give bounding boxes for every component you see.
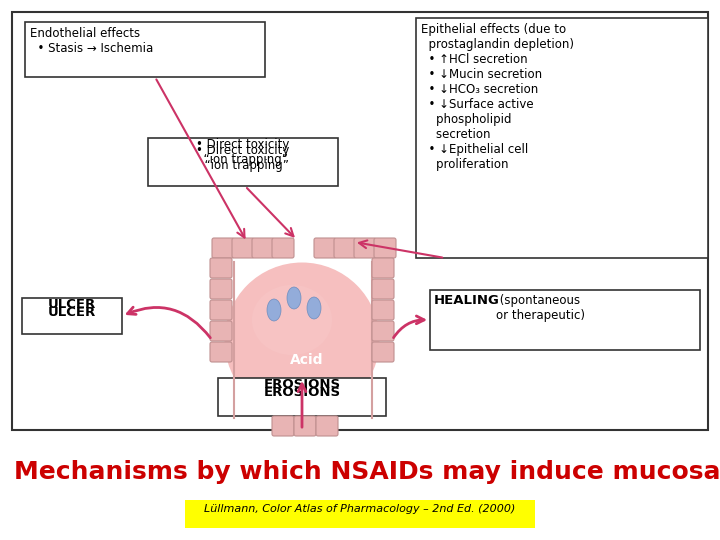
FancyBboxPatch shape (212, 238, 234, 258)
FancyBboxPatch shape (218, 378, 386, 416)
Text: • Direct toxicity
  “ion trapping”: • Direct toxicity “ion trapping” (197, 144, 289, 172)
FancyBboxPatch shape (232, 238, 254, 258)
Text: Epithelial effects (due to
  prostaglandin depletion)
  • ↑HCl secretion
  • ↓Mu: Epithelial effects (due to prostaglandin… (421, 23, 574, 171)
Text: Mechanisms by which NSAIDs may induce mucosal: Mechanisms by which NSAIDs may induce mu… (14, 460, 720, 484)
FancyBboxPatch shape (272, 238, 294, 258)
FancyBboxPatch shape (334, 238, 356, 258)
FancyBboxPatch shape (430, 290, 700, 350)
Text: EROSIONS: EROSIONS (264, 386, 341, 399)
Ellipse shape (307, 297, 321, 319)
FancyBboxPatch shape (148, 138, 338, 186)
FancyBboxPatch shape (252, 238, 274, 258)
FancyBboxPatch shape (416, 18, 708, 258)
Text: EROSIONS: EROSIONS (264, 378, 341, 391)
Ellipse shape (267, 299, 281, 321)
FancyBboxPatch shape (314, 238, 336, 258)
FancyBboxPatch shape (372, 279, 394, 299)
Text: Acid: Acid (290, 353, 324, 367)
FancyBboxPatch shape (374, 238, 396, 258)
FancyBboxPatch shape (372, 321, 394, 341)
FancyBboxPatch shape (25, 22, 265, 77)
Text: ULCER: ULCER (48, 306, 96, 319)
FancyBboxPatch shape (372, 300, 394, 320)
FancyBboxPatch shape (22, 298, 122, 334)
FancyBboxPatch shape (210, 342, 232, 362)
Text: HEALING: HEALING (434, 294, 500, 307)
Text: Endothelial effects
  • Stasis → Ischemia: Endothelial effects • Stasis → Ischemia (30, 27, 153, 55)
FancyBboxPatch shape (272, 416, 294, 436)
Text: • Direct toxicity
  “ion trapping”: • Direct toxicity “ion trapping” (197, 138, 289, 166)
FancyBboxPatch shape (372, 342, 394, 362)
FancyBboxPatch shape (210, 300, 232, 320)
FancyBboxPatch shape (185, 500, 535, 528)
FancyBboxPatch shape (372, 258, 394, 278)
FancyBboxPatch shape (294, 416, 316, 436)
FancyBboxPatch shape (316, 416, 338, 436)
FancyBboxPatch shape (210, 279, 232, 299)
Text: (spontaneous
or therapeutic): (spontaneous or therapeutic) (496, 294, 585, 322)
FancyBboxPatch shape (354, 238, 376, 258)
Ellipse shape (287, 287, 301, 309)
Text: ULCER: ULCER (48, 298, 96, 311)
FancyBboxPatch shape (12, 12, 708, 430)
FancyBboxPatch shape (210, 258, 232, 278)
FancyBboxPatch shape (210, 321, 232, 341)
Ellipse shape (252, 285, 332, 355)
Ellipse shape (225, 262, 379, 417)
Text: Lüllmann, Color Atlas of Pharmacology – 2nd Ed. (2000): Lüllmann, Color Atlas of Pharmacology – … (204, 504, 516, 514)
